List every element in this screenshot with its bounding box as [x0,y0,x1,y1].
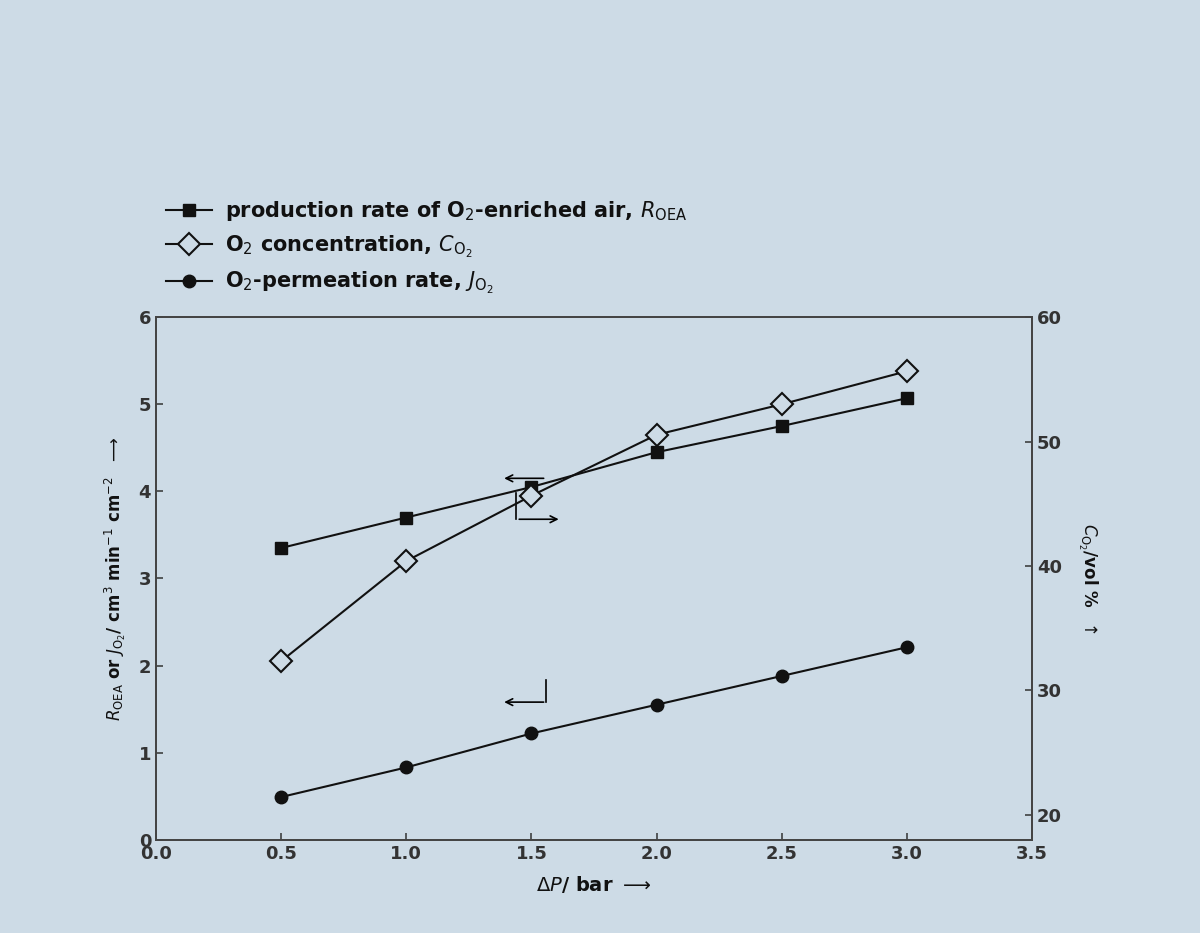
production rate of O$_2$-enriched air, $\mathit{R}_\mathrm{OEA}$ [524,481,539,493]
production rate of O$_2$-enriched air, $\mathit{R}_\mathrm{OEA}$ [400,512,414,523]
production rate of O$_2$-enriched air, $\mathit{R}_\mathrm{OEA}$ [274,542,288,553]
O$_2$ concentration, $\mathit{C}_{\mathrm{O}_2}$ [649,429,664,440]
O$_2$-permeation rate, $\mathit{J}_{\mathrm{O}_2}$ [274,791,288,802]
O$_2$-permeation rate, $\mathit{J}_{\mathrm{O}_2}$ [400,762,414,773]
O$_2$ concentration, $\mathit{C}_{\mathrm{O}_2}$ [274,656,288,667]
production rate of O$_2$-enriched air, $\mathit{R}_\mathrm{OEA}$ [774,421,788,432]
production rate of O$_2$-enriched air, $\mathit{R}_\mathrm{OEA}$ [900,393,914,404]
Line: O$_2$-permeation rate, $\mathit{J}_{\mathrm{O}_2}$: O$_2$-permeation rate, $\mathit{J}_{\mat… [275,641,913,803]
Y-axis label: $\mathit{C}_{\mathrm{O}_2}$/vol %  $\uparrow$: $\mathit{C}_{\mathrm{O}_2}$/vol % $\upar… [1075,523,1099,634]
Line: production rate of O$_2$-enriched air, $\mathit{R}_\mathrm{OEA}$: production rate of O$_2$-enriched air, $… [275,392,913,554]
X-axis label: $\Delta\mathit{P}$/ bar $\longrightarrow$: $\Delta\mathit{P}$/ bar $\longrightarrow… [536,873,652,895]
Legend: production rate of O$_2$-enriched air, $\mathit{R}_\mathrm{OEA}$, O$_2$ concentr: production rate of O$_2$-enriched air, $… [167,200,688,297]
O$_2$-permeation rate, $\mathit{J}_{\mathrm{O}_2}$ [774,671,788,682]
O$_2$ concentration, $\mathit{C}_{\mathrm{O}_2}$ [400,555,414,566]
O$_2$ concentration, $\mathit{C}_{\mathrm{O}_2}$ [900,366,914,377]
Line: O$_2$ concentration, $\mathit{C}_{\mathrm{O}_2}$: O$_2$ concentration, $\mathit{C}_{\mathr… [274,364,914,669]
O$_2$-permeation rate, $\mathit{J}_{\mathrm{O}_2}$ [649,699,664,710]
O$_2$-permeation rate, $\mathit{J}_{\mathrm{O}_2}$ [524,728,539,739]
O$_2$ concentration, $\mathit{C}_{\mathrm{O}_2}$ [524,490,539,501]
Y-axis label: $\mathit{R}_\mathrm{OEA}$ or $\mathit{J}_{\mathrm{O}_2}$/ cm$^3$ min$^{-1}$ cm$^: $\mathit{R}_\mathrm{OEA}$ or $\mathit{J}… [102,437,127,720]
O$_2$ concentration, $\mathit{C}_{\mathrm{O}_2}$ [774,398,788,410]
O$_2$-permeation rate, $\mathit{J}_{\mathrm{O}_2}$ [900,642,914,653]
production rate of O$_2$-enriched air, $\mathit{R}_\mathrm{OEA}$ [649,447,664,458]
